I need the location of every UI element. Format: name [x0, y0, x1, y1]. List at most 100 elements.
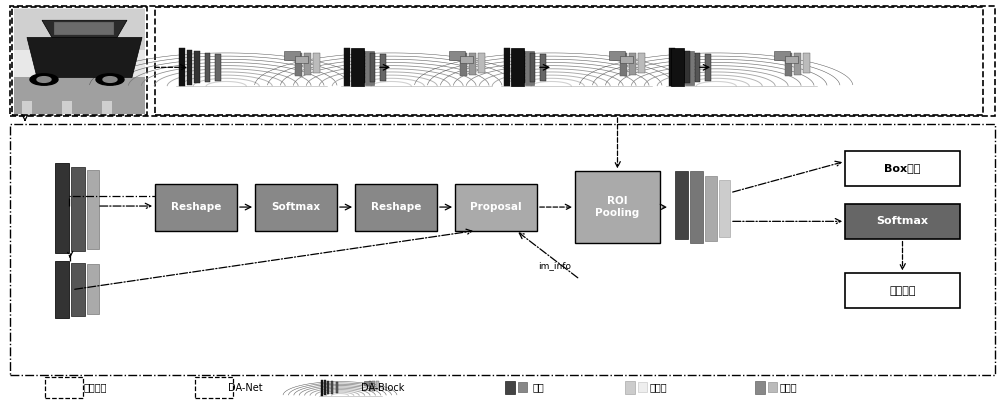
Bar: [845, 204, 960, 239]
Bar: [344, 48, 350, 86]
Bar: [369, 383, 374, 386]
Text: Reshape: Reshape: [371, 202, 421, 212]
Bar: [155, 7, 983, 115]
Bar: [376, 381, 379, 390]
Bar: [460, 55, 473, 63]
Text: ROI
Pooling: ROI Pooling: [595, 196, 640, 218]
Bar: [369, 381, 371, 391]
Circle shape: [37, 77, 51, 82]
Bar: [785, 55, 798, 63]
Bar: [685, 51, 694, 85]
Text: 激活层: 激活层: [779, 383, 797, 392]
Bar: [365, 51, 374, 85]
Bar: [460, 53, 467, 76]
Bar: [449, 51, 465, 60]
Bar: [351, 48, 364, 86]
Bar: [331, 381, 333, 394]
Bar: [705, 54, 711, 80]
Circle shape: [30, 74, 58, 85]
Polygon shape: [42, 20, 127, 38]
Bar: [380, 54, 386, 80]
Bar: [364, 381, 371, 384]
Bar: [512, 50, 517, 85]
Text: 分类得分: 分类得分: [889, 286, 916, 296]
Bar: [774, 51, 790, 60]
Circle shape: [96, 74, 124, 85]
Bar: [370, 53, 375, 82]
Text: Reshape: Reshape: [171, 202, 221, 212]
Text: 卷积: 卷积: [532, 383, 544, 392]
Bar: [284, 51, 300, 60]
Bar: [540, 54, 546, 80]
Bar: [195, 377, 233, 398]
Bar: [62, 101, 72, 114]
Bar: [14, 8, 145, 114]
Bar: [295, 53, 302, 76]
Text: Proposal: Proposal: [470, 202, 522, 212]
Bar: [525, 51, 534, 85]
Bar: [45, 377, 83, 398]
Bar: [519, 51, 525, 84]
Bar: [625, 381, 635, 394]
Bar: [690, 171, 703, 243]
Bar: [255, 184, 337, 231]
Bar: [372, 381, 375, 391]
Bar: [12, 7, 147, 115]
Bar: [187, 50, 192, 85]
Bar: [320, 379, 323, 396]
Bar: [803, 53, 810, 73]
Bar: [87, 170, 99, 249]
Bar: [205, 53, 210, 82]
Bar: [719, 180, 730, 237]
Text: 待测图像: 待测图像: [83, 383, 107, 392]
Bar: [845, 151, 960, 186]
Bar: [677, 50, 682, 85]
Bar: [575, 171, 660, 243]
Bar: [671, 48, 684, 86]
Bar: [336, 382, 338, 393]
Bar: [469, 53, 476, 75]
Bar: [755, 381, 765, 394]
Bar: [794, 53, 801, 75]
Polygon shape: [27, 38, 142, 78]
Bar: [71, 166, 85, 251]
Bar: [102, 101, 112, 114]
Bar: [675, 171, 688, 239]
Bar: [179, 48, 185, 86]
Bar: [530, 53, 535, 82]
Text: Softmax: Softmax: [271, 202, 321, 212]
Bar: [14, 77, 145, 114]
Bar: [768, 382, 777, 392]
Bar: [785, 53, 792, 76]
Bar: [295, 55, 308, 63]
Bar: [326, 381, 329, 394]
Bar: [629, 53, 636, 75]
Bar: [71, 262, 85, 316]
Bar: [55, 163, 69, 253]
Bar: [620, 53, 627, 76]
Circle shape: [103, 77, 117, 82]
Bar: [55, 261, 69, 318]
Text: DA-Net: DA-Net: [228, 383, 262, 392]
Bar: [10, 6, 995, 116]
Bar: [638, 53, 645, 73]
Bar: [478, 53, 485, 73]
Bar: [359, 51, 365, 84]
Bar: [54, 22, 114, 35]
Bar: [304, 53, 311, 75]
Bar: [87, 264, 99, 314]
Bar: [155, 184, 237, 231]
Bar: [638, 382, 647, 392]
Text: DA-Block: DA-Block: [361, 383, 405, 392]
Bar: [705, 176, 717, 241]
Bar: [518, 382, 527, 392]
Bar: [455, 184, 537, 231]
Text: 全连接: 全连接: [649, 383, 667, 392]
Bar: [695, 53, 700, 82]
Bar: [609, 51, 625, 60]
Bar: [194, 51, 200, 84]
Bar: [324, 380, 326, 395]
Text: im_info: im_info: [538, 261, 572, 270]
Bar: [14, 9, 145, 51]
Bar: [505, 381, 515, 394]
